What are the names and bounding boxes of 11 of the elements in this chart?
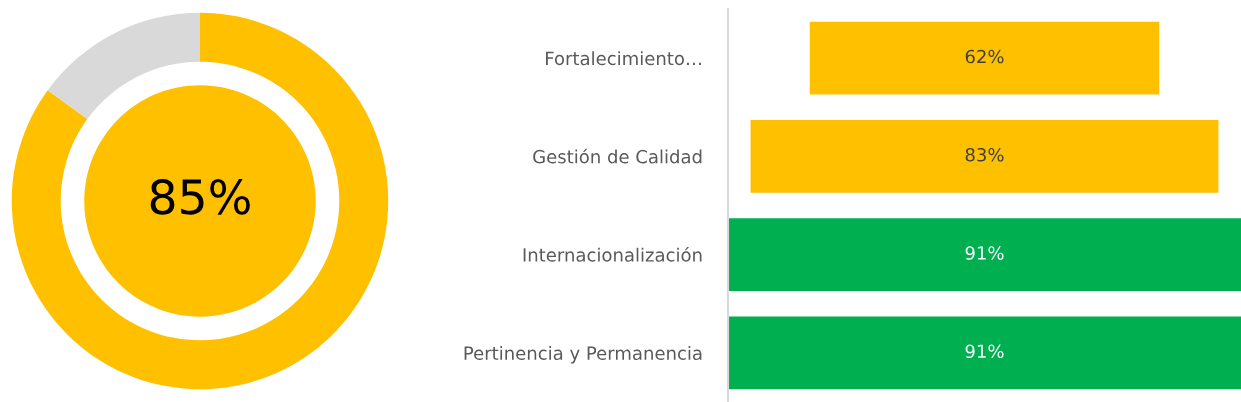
data-label: 91% bbox=[965, 246, 1004, 260]
data-label: 91% bbox=[965, 344, 1004, 359]
text: 85% bbox=[150, 178, 250, 215]
category-label: Gestión de Calidad bbox=[533, 148, 702, 164]
data-label: 83% bbox=[965, 147, 1004, 162]
data-label: 62% bbox=[965, 49, 1004, 64]
category-label: Internacionalización bbox=[523, 247, 702, 262]
donut-slice bbox=[47, 12, 200, 120]
category-label: Pertinencia y Permanencia bbox=[464, 346, 702, 364]
donut-slice bbox=[11, 12, 389, 390]
category-label: Fortalecimiento… bbox=[546, 51, 701, 66]
